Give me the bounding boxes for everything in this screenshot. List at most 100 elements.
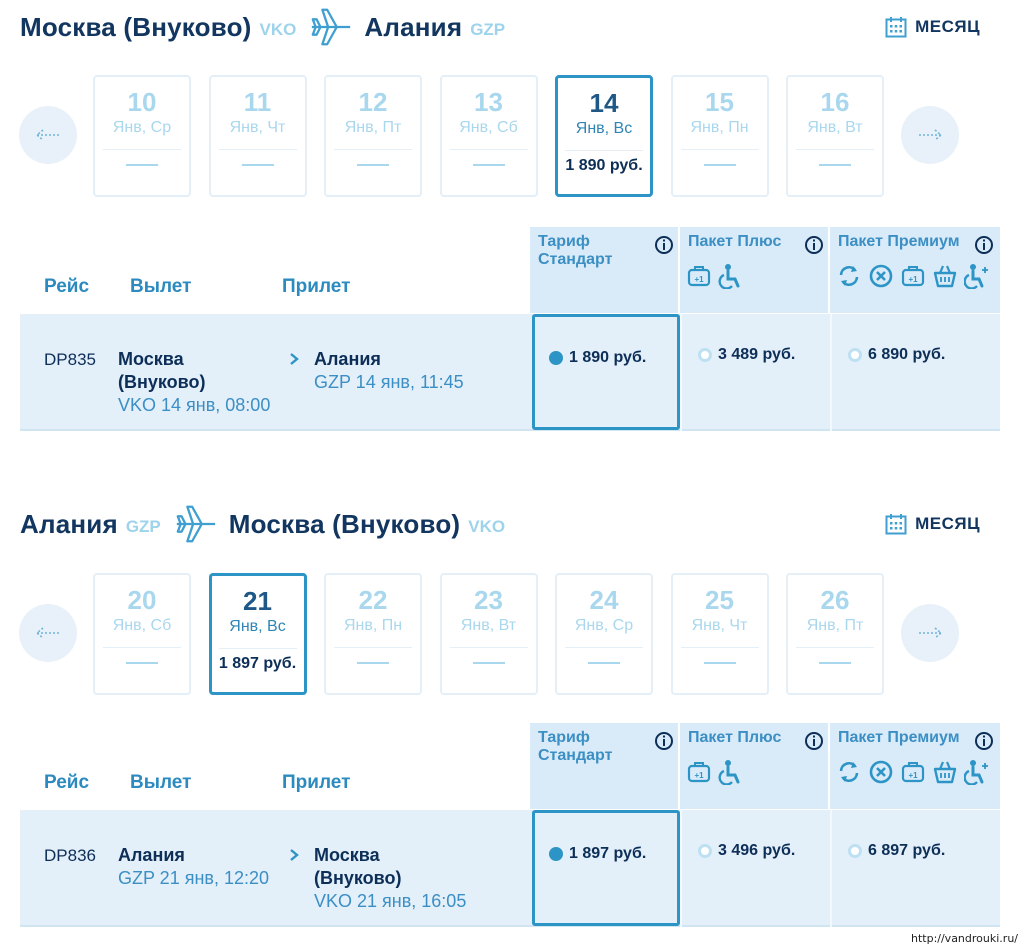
month-label: МЕСЯЦ: [915, 17, 980, 36]
tariff-premium-header: Пакет Премиум +1: [830, 723, 1000, 809]
baggage-plus-one-icon: +1: [687, 762, 711, 783]
month-button[interactable]: МЕСЯЦ: [885, 16, 980, 38]
date-price: 1 890 руб.: [565, 157, 643, 174]
date-day: 21: [243, 586, 272, 616]
date-weekday: Янв, Сб: [459, 119, 518, 136]
tariff-premium-icons: +1: [836, 263, 996, 289]
fare-standard[interactable]: 1 890 руб.: [549, 349, 646, 367]
date-card[interactable]: 12 Янв, Пт: [324, 75, 422, 197]
date-weekday: Янв, Ср: [574, 617, 634, 634]
date-divider: [680, 647, 759, 648]
date-weekday: Янв, Вт: [807, 119, 863, 136]
date-day: 13: [474, 87, 503, 117]
date-card[interactable]: 21 Янв, Вс 1 897 руб.: [208, 573, 307, 695]
prev-dates-button[interactable]: [19, 106, 77, 164]
date-day: 22: [358, 585, 388, 615]
info-icon[interactable]: [654, 731, 674, 751]
date-card[interactable]: 10 Янв, Ср: [93, 75, 191, 197]
origin-city: Москва (Внуково): [20, 11, 252, 42]
svg-text:+1: +1: [908, 771, 918, 780]
col-departure: Вылет: [130, 772, 192, 793]
date-weekday: Янв, Ср: [112, 119, 172, 136]
accessibility-plus-icon: [964, 760, 988, 785]
date-card[interactable]: 23 Янв, Вт: [439, 573, 538, 695]
info-icon[interactable]: [804, 235, 824, 255]
date-card[interactable]: 20 Янв, Сб: [93, 573, 191, 695]
departure-time: VKO 14 янв, 08:00: [118, 395, 271, 415]
prev-dates-button[interactable]: [19, 604, 77, 662]
fare-standard-selected[interactable]: 1 897 руб.: [532, 810, 680, 926]
shopping-bag-icon: [933, 761, 957, 784]
departure-city: Москва: [118, 349, 184, 369]
fare-plus[interactable]: 3 489 руб.: [698, 346, 795, 364]
fare-plus[interactable]: 3 496 руб.: [698, 842, 795, 860]
tariff-premium-title: Пакет Премиум: [838, 729, 960, 746]
cancel-icon: [869, 264, 893, 288]
tariff-plus-icons: +1: [686, 263, 750, 289]
tariff-standard-header: Тариф Стандарт: [530, 227, 678, 313]
tariff-standard-title: Тариф Стандарт: [538, 233, 613, 268]
date-divider: [449, 647, 528, 648]
date-day: 15: [705, 87, 734, 117]
date-no-price: [472, 164, 505, 166]
fare-plus-price: 3 496 руб.: [718, 842, 796, 859]
departure-city-sub: (Внуково): [118, 372, 206, 392]
fare-standard-price: 1 890 руб.: [569, 349, 647, 366]
arrow-right-icon: [919, 129, 943, 141]
flight-row[interactable]: DP836 Алания GZP 21 янв, 12:20 Москва (В…: [20, 810, 1000, 927]
date-no-price: [819, 164, 851, 166]
date-card[interactable]: 24 Янв, Ср: [555, 573, 653, 695]
outbound-section: Москва (Внуково) VKO Алания GZP МЕСЯЦ 10…: [0, 2, 1024, 442]
date-no-price: [241, 164, 274, 166]
fare-standard[interactable]: 1 897 руб.: [549, 845, 646, 863]
tariff-plus-header: Пакет Плюс +1: [680, 723, 828, 809]
date-divider: [103, 647, 181, 648]
info-icon[interactable]: [654, 235, 674, 255]
next-dates-button[interactable]: [901, 604, 959, 662]
arrival-time: VKO 21 янв, 16:05: [314, 891, 467, 911]
fare-plus-price: 3 489 руб.: [718, 346, 796, 363]
date-day: 10: [127, 87, 157, 117]
tariff-premium-title: Пакет Премиум: [838, 233, 960, 250]
date-card[interactable]: 15 Янв, Пн: [670, 75, 769, 197]
info-icon[interactable]: [974, 731, 994, 751]
chevron-right-icon: [290, 849, 299, 861]
date-card[interactable]: 11 Янв, Чт: [208, 75, 307, 197]
calendar-icon: [885, 17, 907, 38]
date-weekday: Янв, Чт: [691, 617, 748, 634]
date-weekday: Янв, Пт: [806, 617, 864, 634]
date-price: 1 897 руб.: [218, 655, 297, 672]
date-card[interactable]: 25 Янв, Чт: [670, 573, 769, 695]
date-card[interactable]: 22 Янв, Пн: [324, 573, 422, 695]
next-dates-button[interactable]: [901, 106, 959, 164]
fare-cell-plus: [680, 314, 830, 431]
tariff-plus-title: Пакет Плюс: [688, 729, 782, 746]
fare-premium[interactable]: 6 897 руб.: [848, 842, 945, 860]
date-card[interactable]: 14 Янв, Вс 1 890 руб.: [555, 75, 653, 197]
date-divider: [334, 647, 412, 648]
radio-unselected-icon: [848, 844, 862, 858]
col-flight: Рейс: [44, 276, 90, 297]
date-no-price: [126, 662, 158, 664]
date-weekday: Янв, Пн: [690, 119, 749, 136]
date-card[interactable]: 16 Янв, Вт: [786, 75, 884, 197]
radio-unselected-icon: [698, 348, 712, 362]
date-weekday: Янв, Чт: [229, 119, 286, 136]
origin-city: Алания: [20, 508, 118, 539]
date-day: 14: [589, 88, 619, 118]
destination-code: GZP: [470, 19, 506, 39]
radio-selected-icon: [549, 351, 563, 365]
info-icon[interactable]: [974, 235, 994, 255]
month-button[interactable]: МЕСЯЦ: [885, 513, 980, 535]
inbound-section: Алания GZP Москва (Внуково) VKO МЕСЯЦ 20…: [0, 499, 1024, 939]
date-card[interactable]: 13 Янв, Сб: [439, 75, 538, 197]
date-day: 20: [127, 585, 157, 615]
fare-standard-selected[interactable]: 1 890 руб.: [532, 314, 680, 430]
route-header: Москва (Внуково) VKO Алания GZP: [20, 2, 505, 52]
departure-info: Москва (Внуково) VKO 14 янв, 08:00: [118, 348, 270, 417]
fare-premium[interactable]: 6 890 руб.: [848, 346, 945, 364]
info-icon[interactable]: [804, 731, 824, 751]
date-card[interactable]: 26 Янв, Пт: [786, 573, 884, 695]
flight-row[interactable]: DP835 Москва (Внуково) VKO 14 янв, 08:00…: [20, 314, 1000, 431]
route-header: Алания GZP Москва (Внуково) VKO: [20, 499, 505, 549]
